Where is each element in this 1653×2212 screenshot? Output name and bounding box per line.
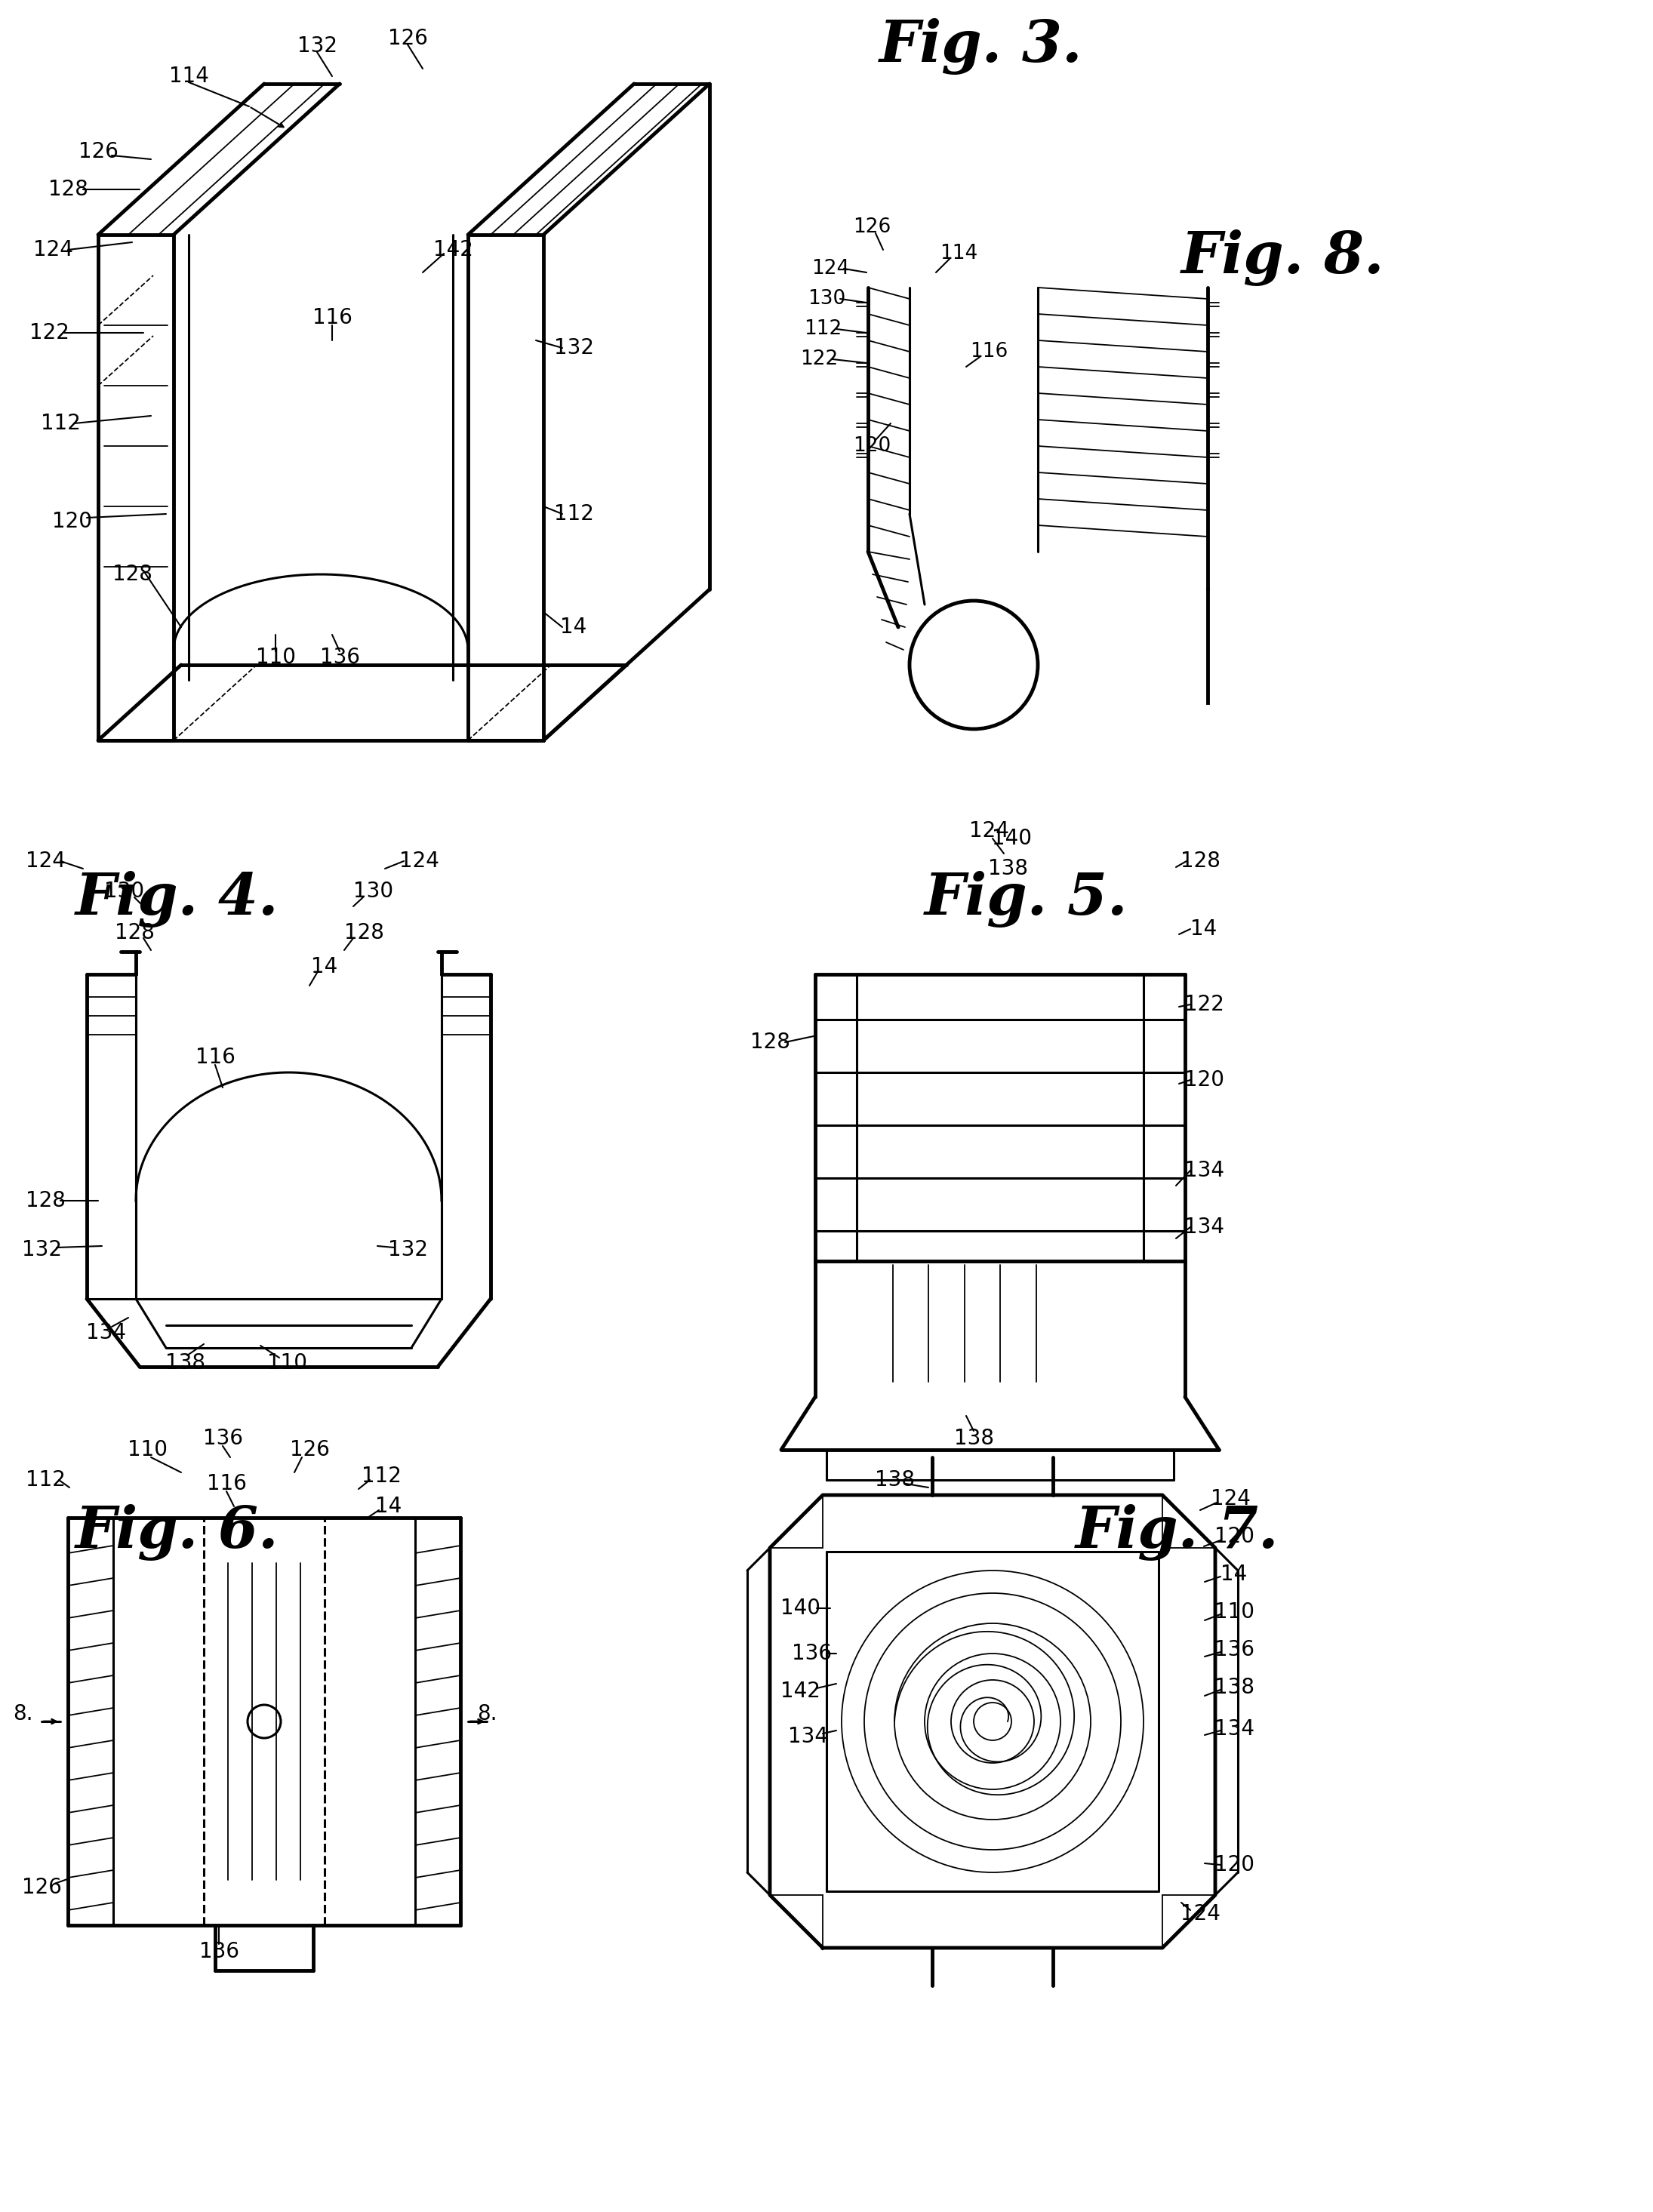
Text: 124: 124 [969, 821, 1008, 841]
Text: 136: 136 [319, 646, 360, 668]
Text: 122: 122 [800, 349, 838, 369]
Text: 14: 14 [1190, 918, 1217, 940]
Text: 134: 134 [1184, 1217, 1223, 1239]
Text: Fig. 6.: Fig. 6. [76, 1504, 279, 1562]
Text: 120: 120 [1213, 1854, 1255, 1876]
Text: 122: 122 [1184, 993, 1223, 1015]
Text: 134: 134 [1213, 1719, 1255, 1739]
Text: 114: 114 [939, 243, 977, 263]
Text: 112: 112 [803, 319, 841, 338]
Text: Fig. 7.: Fig. 7. [1076, 1504, 1279, 1562]
Text: 128: 128 [344, 922, 383, 942]
Text: 126: 126 [21, 1878, 61, 1898]
Text: 124: 124 [398, 852, 438, 872]
Text: 120: 120 [1213, 1526, 1255, 1546]
Text: 126: 126 [289, 1440, 329, 1460]
Text: 128: 128 [750, 1031, 790, 1053]
Text: 138: 138 [1213, 1677, 1255, 1699]
Text: 8.: 8. [476, 1703, 498, 1725]
Text: Fig. 8.: Fig. 8. [1182, 230, 1385, 285]
Text: 124: 124 [25, 852, 64, 872]
Text: 120: 120 [853, 436, 891, 456]
Text: 130: 130 [354, 880, 393, 902]
Text: 134: 134 [86, 1323, 126, 1343]
Text: 136: 136 [198, 1942, 240, 1962]
Text: 134: 134 [1184, 1159, 1223, 1181]
Text: 116: 116 [312, 307, 352, 327]
Text: 132: 132 [554, 338, 593, 358]
Text: 132: 132 [387, 1239, 428, 1261]
Text: 128: 128 [1180, 852, 1220, 872]
Text: 116: 116 [195, 1046, 235, 1068]
Text: 8.: 8. [13, 1703, 33, 1725]
Text: 124: 124 [1180, 1902, 1220, 1924]
Text: 116: 116 [207, 1473, 246, 1495]
Text: 116: 116 [970, 343, 1008, 361]
Text: 136: 136 [203, 1429, 243, 1449]
Text: 122: 122 [30, 323, 69, 343]
Text: 130: 130 [808, 290, 845, 310]
Text: 142: 142 [433, 239, 473, 261]
Text: 128: 128 [48, 179, 88, 199]
Text: 124: 124 [812, 259, 850, 279]
Text: 142: 142 [780, 1681, 820, 1701]
Text: 110: 110 [1213, 1601, 1255, 1624]
Text: Fig. 3.: Fig. 3. [879, 18, 1083, 75]
Text: 110: 110 [256, 646, 296, 668]
Text: 126: 126 [78, 142, 117, 161]
Text: 138: 138 [165, 1352, 205, 1374]
Text: 138: 138 [954, 1429, 993, 1449]
Text: 130: 130 [104, 880, 144, 902]
Text: 124: 124 [33, 239, 73, 261]
Text: 14: 14 [375, 1495, 402, 1517]
Text: 114: 114 [169, 66, 208, 86]
Text: 112: 112 [554, 504, 593, 524]
Text: 128: 128 [112, 564, 152, 584]
Text: 140: 140 [992, 827, 1031, 849]
Text: 138: 138 [987, 858, 1028, 878]
Text: 138: 138 [874, 1469, 914, 1491]
Text: 120: 120 [1184, 1068, 1223, 1091]
Text: 128: 128 [114, 922, 154, 942]
Text: 128: 128 [25, 1190, 64, 1212]
Text: 120: 120 [51, 511, 91, 533]
Text: 126: 126 [853, 217, 891, 237]
Text: 136: 136 [1213, 1639, 1255, 1661]
Text: Fig. 4.: Fig. 4. [76, 872, 279, 927]
Text: 136: 136 [792, 1644, 831, 1663]
Text: 134: 134 [787, 1725, 828, 1747]
Text: 124: 124 [1210, 1489, 1250, 1509]
Text: 132: 132 [21, 1239, 61, 1261]
Text: 14: 14 [560, 617, 587, 637]
Text: 126: 126 [388, 29, 428, 49]
Text: 112: 112 [25, 1469, 64, 1491]
Text: 112: 112 [40, 414, 81, 434]
Text: 110: 110 [127, 1440, 167, 1460]
Text: Fig. 5.: Fig. 5. [924, 872, 1129, 927]
Text: 14: 14 [1222, 1564, 1248, 1584]
Text: 112: 112 [362, 1467, 402, 1486]
Text: 132: 132 [298, 35, 337, 58]
Text: 110: 110 [266, 1352, 307, 1374]
Text: 140: 140 [780, 1597, 820, 1619]
Text: 14: 14 [311, 956, 337, 978]
